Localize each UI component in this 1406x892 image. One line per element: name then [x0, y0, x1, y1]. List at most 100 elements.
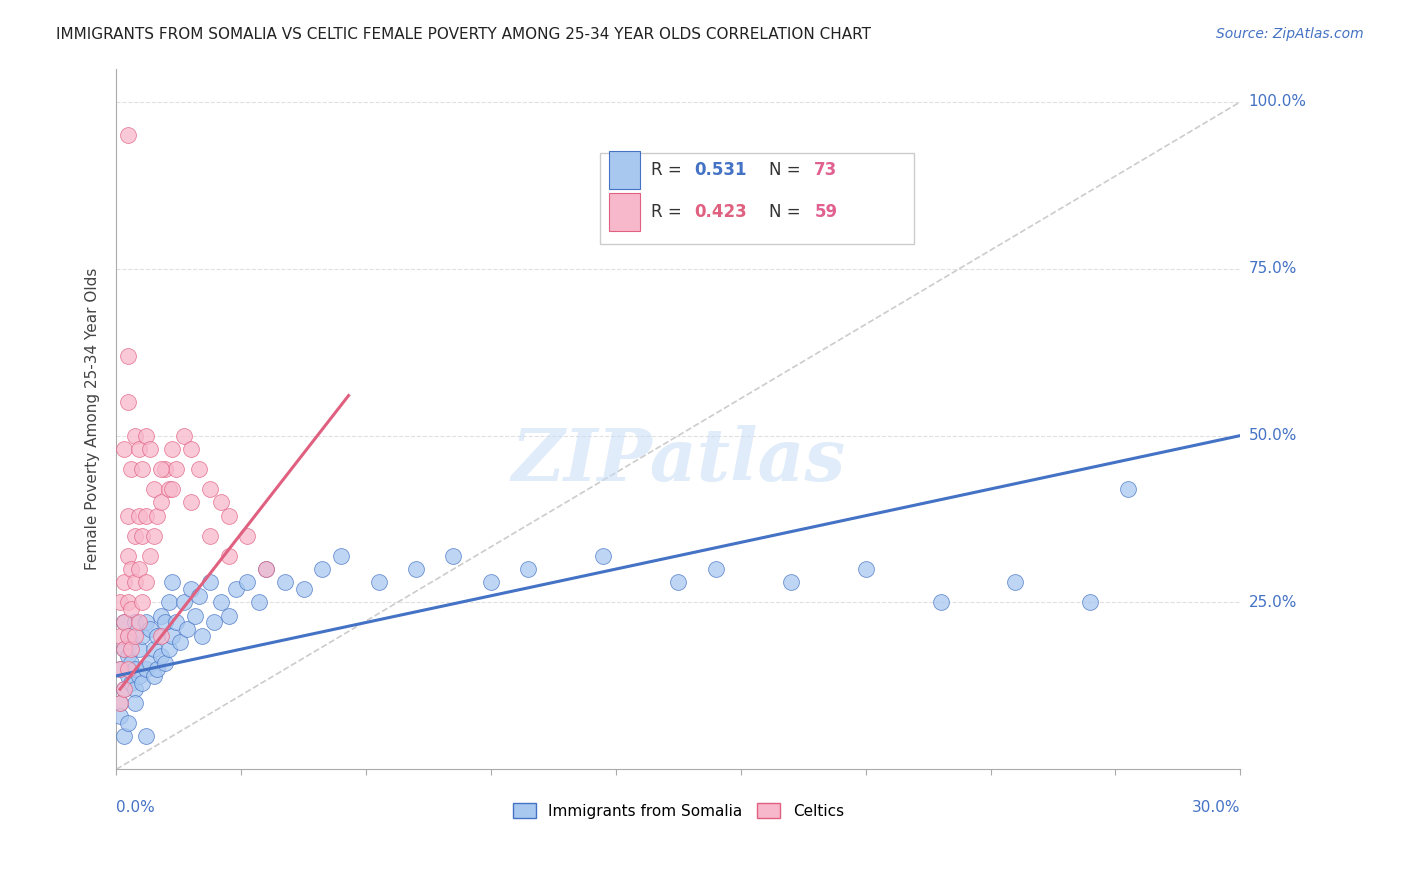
Point [135, 508, 157, 523]
Point [157, 642, 180, 657]
Point [142, 642, 165, 657]
Point [225, 582, 247, 596]
Point [139, 442, 162, 456]
Point [108, 629, 131, 643]
Point [120, 462, 142, 476]
Point [1004, 575, 1026, 590]
Point [254, 562, 277, 576]
Point [165, 615, 187, 630]
Point [117, 595, 139, 609]
Text: 25.0%: 25.0% [1249, 595, 1296, 610]
Point [311, 562, 333, 576]
Point [247, 595, 270, 609]
Point [146, 629, 169, 643]
Point [517, 562, 540, 576]
Point [131, 529, 153, 543]
Text: 50.0%: 50.0% [1249, 428, 1296, 443]
Point [330, 549, 353, 563]
Point [209, 595, 232, 609]
Point [150, 648, 173, 663]
Point [124, 428, 146, 442]
Point [180, 442, 202, 456]
Point [124, 575, 146, 590]
Point [117, 629, 139, 643]
Point [108, 595, 131, 609]
Point [108, 696, 131, 710]
Legend: Immigrants from Somalia, Celtics: Immigrants from Somalia, Celtics [506, 797, 849, 825]
Text: 75.0%: 75.0% [1249, 261, 1296, 277]
FancyBboxPatch shape [609, 193, 640, 231]
Point [666, 575, 689, 590]
Point [202, 615, 225, 630]
Point [150, 495, 173, 509]
Point [139, 622, 162, 636]
Point [124, 529, 146, 543]
Point [128, 508, 150, 523]
Point [124, 682, 146, 697]
Point [128, 442, 150, 456]
Point [117, 549, 139, 563]
Point [209, 495, 232, 509]
Point [112, 642, 135, 657]
Point [131, 595, 153, 609]
Point [236, 575, 259, 590]
Point [146, 508, 169, 523]
Text: 30.0%: 30.0% [1192, 800, 1240, 815]
Point [254, 562, 277, 576]
Point [153, 656, 176, 670]
Point [169, 635, 191, 649]
Point [139, 549, 162, 563]
Point [112, 615, 135, 630]
Point [162, 482, 184, 496]
Text: R =: R = [651, 203, 688, 221]
Point [112, 442, 135, 456]
Point [135, 615, 157, 630]
Point [117, 629, 139, 643]
Text: 59: 59 [814, 203, 838, 221]
Point [117, 648, 139, 663]
Point [135, 428, 157, 442]
Point [117, 662, 139, 676]
Point [124, 629, 146, 643]
Point [117, 349, 139, 363]
Point [479, 575, 502, 590]
Point [135, 662, 157, 676]
Point [180, 582, 202, 596]
Point [1116, 482, 1139, 496]
Point [180, 495, 202, 509]
Point [124, 615, 146, 630]
Point [704, 562, 727, 576]
Point [173, 428, 195, 442]
Point [855, 562, 877, 576]
Point [779, 575, 801, 590]
Point [218, 508, 240, 523]
Point [131, 629, 153, 643]
Point [162, 629, 184, 643]
Point [128, 669, 150, 683]
Point [157, 482, 180, 496]
Point [153, 615, 176, 630]
Point [236, 529, 259, 543]
Point [117, 508, 139, 523]
Point [184, 608, 207, 623]
Point [292, 582, 315, 596]
Text: Source: ZipAtlas.com: Source: ZipAtlas.com [1216, 27, 1364, 41]
Point [367, 575, 389, 590]
Text: 0.531: 0.531 [695, 161, 747, 179]
Point [117, 669, 139, 683]
Point [135, 729, 157, 743]
Point [191, 629, 214, 643]
Point [929, 595, 952, 609]
Point [1080, 595, 1102, 609]
Point [135, 575, 157, 590]
Point [108, 662, 131, 676]
FancyBboxPatch shape [599, 153, 914, 244]
Point [112, 642, 135, 657]
Point [120, 602, 142, 616]
Point [124, 662, 146, 676]
Text: ZIPatlas: ZIPatlas [512, 425, 845, 497]
Point [108, 709, 131, 723]
Text: 73: 73 [814, 161, 838, 179]
Point [128, 642, 150, 657]
Point [198, 575, 221, 590]
